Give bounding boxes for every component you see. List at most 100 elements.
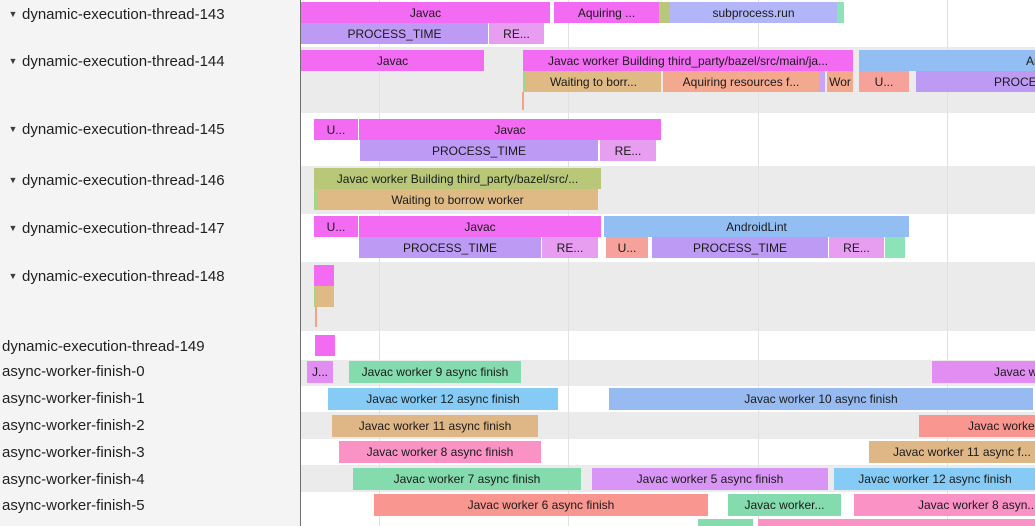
timeline-slice[interactable] <box>315 335 335 356</box>
timeline-slice[interactable]: RE... <box>829 237 884 258</box>
slice-label: Javac worker 5 async finish <box>636 472 784 486</box>
slice-label: J... <box>311 365 328 379</box>
timeline-slice[interactable]: subprocess.run <box>670 2 837 23</box>
timeline-slice[interactable]: AndroidLint <box>604 216 909 237</box>
timeline-slice[interactable]: PROCESS_TIME <box>652 237 828 258</box>
slice-label: Javac w... <box>994 365 1035 379</box>
slice-label: Javac worker 10 async finish <box>744 392 898 406</box>
slice-label: U... <box>874 74 894 89</box>
slice-label: PROCE... <box>994 74 1035 89</box>
timeline-slice[interactable]: Javac worker 10 async finish <box>609 388 1033 410</box>
timeline-slice[interactable]: RE... <box>542 237 598 258</box>
timeline-slice[interactable]: PROCESS_TIME <box>360 140 598 161</box>
timeline-slice[interactable]: PROCE... <box>916 71 1035 92</box>
timeline-slice[interactable]: U... <box>859 71 909 92</box>
timeline-slice[interactable]: Waiting to borrow worker <box>317 189 598 210</box>
collapse-triangle-icon[interactable]: ▼ <box>8 223 18 233</box>
timeline-slice[interactable]: Javac worker 9 async finish <box>349 361 521 383</box>
track-name-row[interactable]: ▼ dynamic-execution-thread-144 <box>0 51 300 71</box>
timeline-slice[interactable]: Javac worker... <box>728 494 841 516</box>
timeline-slice[interactable]: Javac <box>301 2 550 23</box>
collapse-triangle-icon[interactable]: ▼ <box>8 9 18 19</box>
slice-label: AndroidLint <box>726 219 787 234</box>
collapse-triangle-icon[interactable]: ▼ <box>8 124 18 134</box>
timeline-slice[interactable]: Javac <box>301 50 484 71</box>
track-name-row[interactable]: ▼ dynamic-execution-thread-147 <box>0 218 300 238</box>
track-name-row[interactable]: ▼ dynamic-execution-thread-146 <box>0 170 300 190</box>
slice-label: Javac worker Building third_party/bazel/… <box>547 53 829 68</box>
slice-label: PROCESS_TIME <box>431 143 527 158</box>
track-name-label: dynamic-execution-thread-147 <box>22 219 225 237</box>
timeline-slice[interactable]: U... <box>314 119 358 140</box>
timeline-slice[interactable]: U... <box>606 237 648 258</box>
timeline-slice[interactable]: Javac <box>359 119 661 140</box>
slice-label: Javac worker 8 async finish <box>366 445 514 459</box>
timeline-slice[interactable] <box>659 2 670 23</box>
timeline-slice[interactable]: Javac worker 7 async finish <box>353 468 581 490</box>
track-band <box>301 331 1035 360</box>
track-name-sidebar: ▼ dynamic-execution-thread-143 ▼ dynamic-ex… <box>0 0 300 526</box>
timeline-slice[interactable] <box>314 286 316 307</box>
timeline-slice[interactable]: Wor <box>827 71 853 92</box>
timeline-slice[interactable]: PROCESS_TIME <box>359 237 541 258</box>
timeline-slice[interactable] <box>523 71 526 92</box>
timeline-slice[interactable] <box>837 2 844 23</box>
timeline-slice[interactable] <box>819 71 825 92</box>
timeline-slice[interactable]: Javac worker 8 async finish <box>339 441 541 463</box>
timeline-slice[interactable]: Javac worker 12 async finish <box>834 468 1035 490</box>
slice-label: U... <box>617 240 637 255</box>
track-name-label: dynamic-execution-thread-144 <box>22 52 225 70</box>
timeline-slice[interactable]: Javac worker 12 async finish <box>328 388 558 410</box>
timeline-slice[interactable]: Javac worke... <box>919 415 1035 437</box>
track-name-row[interactable]: ▼ dynamic-execution-thread-143 <box>0 4 300 24</box>
timeline-slice[interactable]: Javac worker 11 async f... <box>869 441 1035 463</box>
slice-label: Waiting to borr... <box>550 74 637 89</box>
timeline-slice[interactable]: Javac w... <box>932 361 1035 383</box>
gridline <box>947 0 948 526</box>
timeline-slice[interactable]: PROCESS_TIME <box>301 23 488 44</box>
track-name-row[interactable]: ▼ dynamic-execution-thread-148 <box>0 266 300 286</box>
timeline-slice[interactable]: Waiting to borr... <box>526 71 661 92</box>
timeline-slice[interactable]: Javac worker 6 async finish <box>374 494 708 516</box>
timeline-slice[interactable] <box>698 519 753 526</box>
timeline-slice[interactable]: Aquiring ... <box>554 2 659 23</box>
slice-label: RE... <box>556 240 584 255</box>
timeline-canvas[interactable]: Javac Aquiring ... subprocess.run PROCESS_T… <box>300 0 1035 526</box>
slice-label: Wor <box>829 74 851 89</box>
timeline-slice[interactable]: RE... <box>600 140 656 161</box>
track-name-row: async-worker-finish-1 <box>0 388 300 408</box>
collapse-triangle-icon[interactable]: ▼ <box>8 56 18 66</box>
track-name-label: async-worker-finish-3 <box>2 443 145 461</box>
timeline-slice[interactable]: Aquiring resources f... <box>663 71 819 92</box>
timeline-slice[interactable]: Javac worker Building third_party/bazel/… <box>314 168 601 189</box>
timeline-slice[interactable] <box>314 265 334 286</box>
track-name-label: async-worker-finish-5 <box>2 496 145 514</box>
timeline-slice[interactable] <box>314 189 317 210</box>
slice-label: Aquiring resources f... <box>682 74 800 89</box>
track-name-label: async-worker-finish-1 <box>2 389 145 407</box>
timeline-slice[interactable] <box>522 92 524 110</box>
track-name-row[interactable]: ▼ dynamic-execution-thread-145 <box>0 119 300 139</box>
track-band <box>301 262 1035 331</box>
timeline-slice[interactable]: Javac worker 5 async finish <box>592 468 828 490</box>
track-name-label: dynamic-execution-thread-149 <box>2 337 205 355</box>
collapse-triangle-icon[interactable]: ▼ <box>8 175 18 185</box>
timeline-slice[interactable]: Javac <box>359 216 601 237</box>
timeline-slice[interactable] <box>885 237 905 258</box>
slice-label: Javac worker 11 async f... <box>893 445 1031 459</box>
timeline-slice[interactable] <box>758 519 1035 526</box>
timeline-slice[interactable] <box>316 286 334 307</box>
timeline-slice[interactable]: Javac worker 11 async finish <box>332 415 538 437</box>
timeline-slice[interactable]: U... <box>314 216 358 237</box>
timeline-slice[interactable]: Javac worker 8 asyn... <box>854 494 1035 516</box>
timeline-slice[interactable]: J... <box>307 361 333 383</box>
slice-label: Javac <box>409 5 442 20</box>
timeline-slice[interactable]: Javac worker Building third_party/bazel/… <box>523 50 853 71</box>
timeline-slice[interactable]: An <box>859 50 1035 71</box>
collapse-triangle-icon[interactable]: ▼ <box>8 271 18 281</box>
slice-label: Javac worke... <box>968 419 1035 433</box>
timeline-slice[interactable] <box>315 307 317 327</box>
track-name-label: dynamic-execution-thread-145 <box>22 120 225 138</box>
slice-label: Javac worker Building third_party/bazel/… <box>336 171 579 186</box>
timeline-slice[interactable]: RE... <box>489 23 544 44</box>
